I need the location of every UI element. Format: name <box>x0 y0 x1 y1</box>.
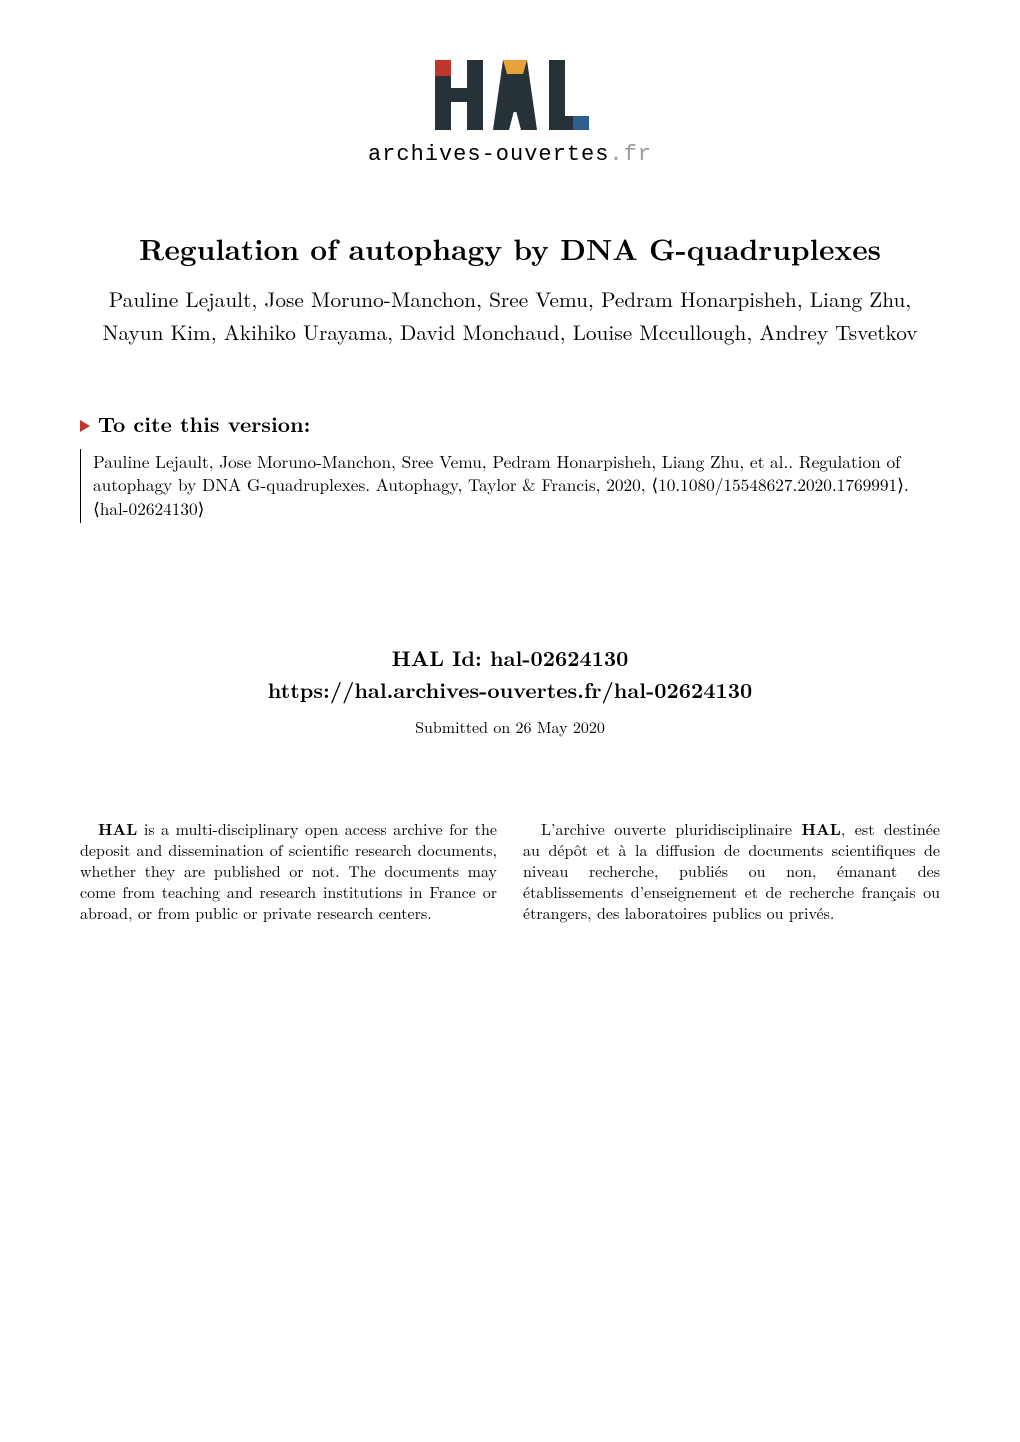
cite-heading: To cite this version: <box>80 409 940 439</box>
hal-id-label: HAL Id: hal-02624130 <box>80 643 940 675</box>
cite-heading-text: To cite this version: <box>98 409 310 439</box>
logo-text-suffix: .fr <box>609 142 652 167</box>
triangle-icon <box>80 420 90 432</box>
logo-text-main: archives-ouvertes <box>368 142 609 167</box>
authors-list: Pauline Lejault, Jose Moruno-Manchon, Sr… <box>80 283 940 349</box>
description-columns: HAL is a multi-disciplinary open access … <box>80 818 940 924</box>
description-right-pre: L’archive ouverte pluridisciplinaire <box>541 817 802 840</box>
hal-id-block: HAL Id: hal-02624130 https://hal.archive… <box>80 643 940 707</box>
description-left-bold: HAL <box>98 817 137 840</box>
description-left: HAL is a multi-disciplinary open access … <box>80 818 497 924</box>
citation-halid[interactable]: ⟨hal-02624130⟩ <box>93 497 204 521</box>
hal-logo-text: archives-ouvertes.fr <box>368 142 652 167</box>
submitted-date: Submitted on 26 May 2020 <box>80 715 940 738</box>
citation-block: Pauline Lejault, Jose Moruno-Manchon, Sr… <box>80 449 940 523</box>
citation-sep: . <box>904 473 909 497</box>
hal-id-url[interactable]: https://hal.archives-ouvertes.fr/hal-026… <box>268 675 752 705</box>
hal-logo-block: archives-ouvertes.fr <box>80 50 940 167</box>
citation-doi[interactable]: ⟨10.1080/15548627.2020.1769991⟩ <box>651 473 904 497</box>
hal-logo-svg <box>425 50 595 140</box>
paper-title: Regulation of autophagy by DNA G-quadrup… <box>80 227 940 269</box>
description-left-rest: is a multi-disciplinary open access arch… <box>80 817 497 924</box>
description-right-bold: HAL <box>802 817 841 840</box>
hal-logo: archives-ouvertes.fr <box>368 50 652 167</box>
description-right: L’archive ouverte pluridisciplinaire HAL… <box>523 818 940 924</box>
